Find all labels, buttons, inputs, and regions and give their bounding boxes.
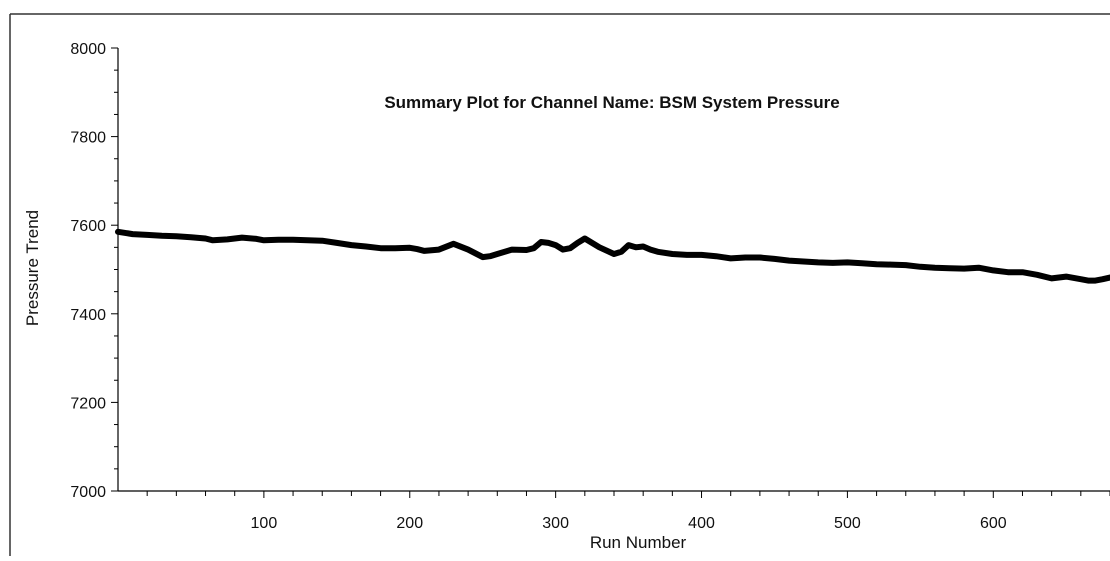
series-group — [115, 228, 1110, 284]
y-axis-label: Pressure Trend — [23, 210, 42, 326]
x-axis-label: Run Number — [590, 533, 687, 552]
y-tick-label: 7600 — [70, 218, 106, 235]
x-tick-label: 200 — [396, 515, 423, 532]
y-tick-label: 7400 — [70, 307, 106, 324]
chart-title: Summary Plot for Channel Name: BSM Syste… — [384, 93, 839, 112]
y-tick-label: 7800 — [70, 130, 106, 147]
x-tick-label: 100 — [251, 515, 278, 532]
y-tick-label: 8000 — [70, 41, 106, 58]
x-tick-label: 500 — [834, 515, 861, 532]
x-tick-label: 400 — [688, 515, 715, 532]
axes-group: 7000 7200 7400 7600 7800 8000 100 200 300 400 500 6… — [70, 41, 1110, 532]
x-tick-label: 300 — [542, 515, 569, 532]
y-tick-label: 7000 — [70, 484, 106, 501]
y-tick-label: 7200 — [70, 395, 106, 412]
series-line-0 — [115, 228, 1110, 284]
x-tick-label: 600 — [980, 515, 1007, 532]
